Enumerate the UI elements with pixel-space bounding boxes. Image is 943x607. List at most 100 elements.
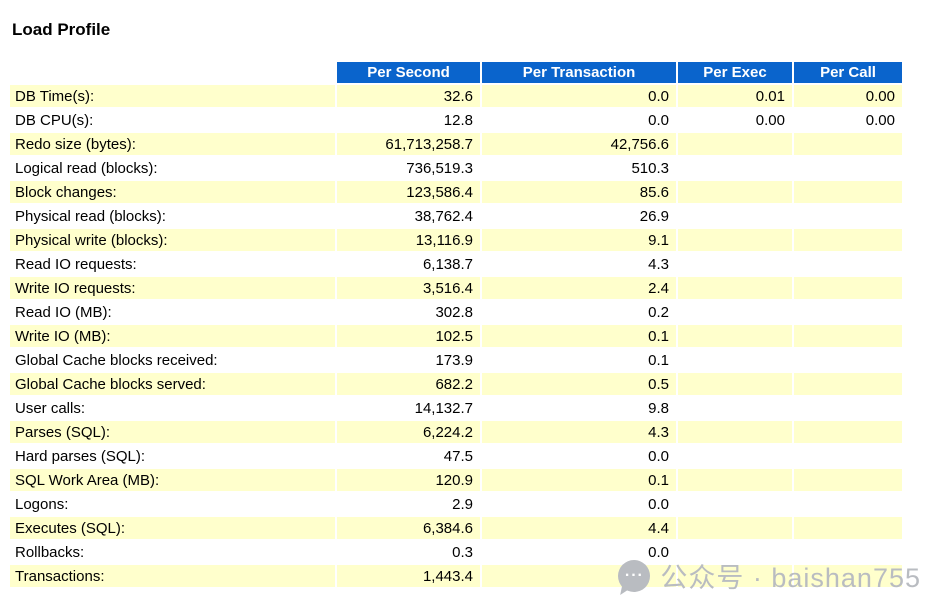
per-transaction-value: 9.8 xyxy=(482,397,676,419)
table-row: Logons: 2.9 0.0 xyxy=(10,493,902,515)
per-transaction-value: 0.1 xyxy=(482,325,676,347)
per-second-value: 14,132.7 xyxy=(337,397,480,419)
per-call-value xyxy=(794,445,902,467)
row-label: Executes (SQL): xyxy=(10,517,335,539)
row-label: Write IO requests: xyxy=(10,277,335,299)
table-row: Write IO (MB): 102.5 0.1 xyxy=(10,325,902,347)
per-call-value xyxy=(794,349,902,371)
row-label: User calls: xyxy=(10,397,335,419)
per-second-value: 12.8 xyxy=(337,109,480,131)
table-row: DB CPU(s): 12.8 0.0 0.00 0.00 xyxy=(10,109,902,131)
row-label: Block changes: xyxy=(10,181,335,203)
per-transaction-value: 0.2 xyxy=(482,301,676,323)
table-row: Read IO requests: 6,138.7 4.3 xyxy=(10,253,902,275)
row-label: Logical read (blocks): xyxy=(10,157,335,179)
per-call-value: 0.00 xyxy=(794,85,902,107)
table-row: Global Cache blocks received: 173.9 0.1 xyxy=(10,349,902,371)
table-row: Transactions: 1,443.4 xyxy=(10,565,902,587)
table-row: Physical read (blocks): 38,762.4 26.9 xyxy=(10,205,902,227)
column-header-per-exec: Per Exec xyxy=(678,62,792,83)
per-transaction-value: 4.3 xyxy=(482,421,676,443)
per-call-value xyxy=(794,517,902,539)
per-call-value xyxy=(794,181,902,203)
per-exec-value xyxy=(678,469,792,491)
per-second-value: 120.9 xyxy=(337,469,480,491)
per-second-value: 0.3 xyxy=(337,541,480,563)
per-call-value xyxy=(794,157,902,179)
per-exec-value xyxy=(678,445,792,467)
table-row: Parses (SQL): 6,224.2 4.3 xyxy=(10,421,902,443)
per-exec-value xyxy=(678,349,792,371)
column-header-per-transaction: Per Transaction xyxy=(482,62,676,83)
row-label: Global Cache blocks served: xyxy=(10,373,335,395)
per-transaction-value: 85.6 xyxy=(482,181,676,203)
per-exec-value xyxy=(678,397,792,419)
row-label: DB Time(s): xyxy=(10,85,335,107)
per-second-value: 38,762.4 xyxy=(337,205,480,227)
table-row: Logical read (blocks): 736,519.3 510.3 xyxy=(10,157,902,179)
row-label: Read IO (MB): xyxy=(10,301,335,323)
table-row: Physical write (blocks): 13,116.9 9.1 xyxy=(10,229,902,251)
per-transaction-value: 0.0 xyxy=(482,493,676,515)
per-call-value xyxy=(794,565,902,587)
per-second-value: 123,586.4 xyxy=(337,181,480,203)
row-label: Parses (SQL): xyxy=(10,421,335,443)
per-transaction-value: 510.3 xyxy=(482,157,676,179)
load-profile-table: Per Second Per Transaction Per Exec Per … xyxy=(8,60,904,589)
row-label: Physical write (blocks): xyxy=(10,229,335,251)
per-call-value xyxy=(794,325,902,347)
row-label: Rollbacks: xyxy=(10,541,335,563)
per-second-value: 736,519.3 xyxy=(337,157,480,179)
per-transaction-value: 42,756.6 xyxy=(482,133,676,155)
per-exec-value xyxy=(678,541,792,563)
blank-header-cell xyxy=(10,62,335,83)
row-label: Read IO requests: xyxy=(10,253,335,275)
per-transaction-value: 26.9 xyxy=(482,205,676,227)
per-call-value xyxy=(794,469,902,491)
column-header-per-call: Per Call xyxy=(794,62,902,83)
row-label: Global Cache blocks received: xyxy=(10,349,335,371)
per-transaction-value: 0.0 xyxy=(482,541,676,563)
per-second-value: 61,713,258.7 xyxy=(337,133,480,155)
per-call-value xyxy=(794,205,902,227)
per-exec-value xyxy=(678,229,792,251)
per-call-value xyxy=(794,301,902,323)
per-exec-value xyxy=(678,253,792,275)
per-second-value: 13,116.9 xyxy=(337,229,480,251)
column-header-per-second: Per Second xyxy=(337,62,480,83)
page-title: Load Profile xyxy=(12,20,111,39)
per-transaction-value: 0.0 xyxy=(482,445,676,467)
per-second-value: 6,224.2 xyxy=(337,421,480,443)
row-label: Transactions: xyxy=(10,565,335,587)
per-call-value xyxy=(794,541,902,563)
per-second-value: 6,384.6 xyxy=(337,517,480,539)
per-exec-value xyxy=(678,373,792,395)
per-transaction-value: 9.1 xyxy=(482,229,676,251)
per-transaction-value: 4.3 xyxy=(482,253,676,275)
row-label: Logons: xyxy=(10,493,335,515)
per-transaction-value: 0.1 xyxy=(482,349,676,371)
per-second-value: 173.9 xyxy=(337,349,480,371)
per-call-value xyxy=(794,373,902,395)
per-transaction-value: 0.1 xyxy=(482,469,676,491)
per-transaction-value: 2.4 xyxy=(482,277,676,299)
per-call-value xyxy=(794,133,902,155)
per-call-value: 0.00 xyxy=(794,109,902,131)
load-profile-body: DB Time(s): 32.6 0.0 0.01 0.00 DB CPU(s): 12.8… xyxy=(10,85,902,587)
table-row: DB Time(s): 32.6 0.0 0.01 0.00 xyxy=(10,85,902,107)
per-call-value xyxy=(794,277,902,299)
per-exec-value xyxy=(678,133,792,155)
per-exec-value xyxy=(678,565,792,587)
per-exec-value: 0.01 xyxy=(678,85,792,107)
row-label: SQL Work Area (MB): xyxy=(10,469,335,491)
per-second-value: 47.5 xyxy=(337,445,480,467)
per-transaction-value: 4.4 xyxy=(482,517,676,539)
table-row: User calls: 14,132.7 9.8 xyxy=(10,397,902,419)
per-exec-value xyxy=(678,325,792,347)
row-label: Hard parses (SQL): xyxy=(10,445,335,467)
per-exec-value xyxy=(678,277,792,299)
per-transaction-value: 0.5 xyxy=(482,373,676,395)
per-second-value: 3,516.4 xyxy=(337,277,480,299)
row-label: Redo size (bytes): xyxy=(10,133,335,155)
per-second-value: 6,138.7 xyxy=(337,253,480,275)
